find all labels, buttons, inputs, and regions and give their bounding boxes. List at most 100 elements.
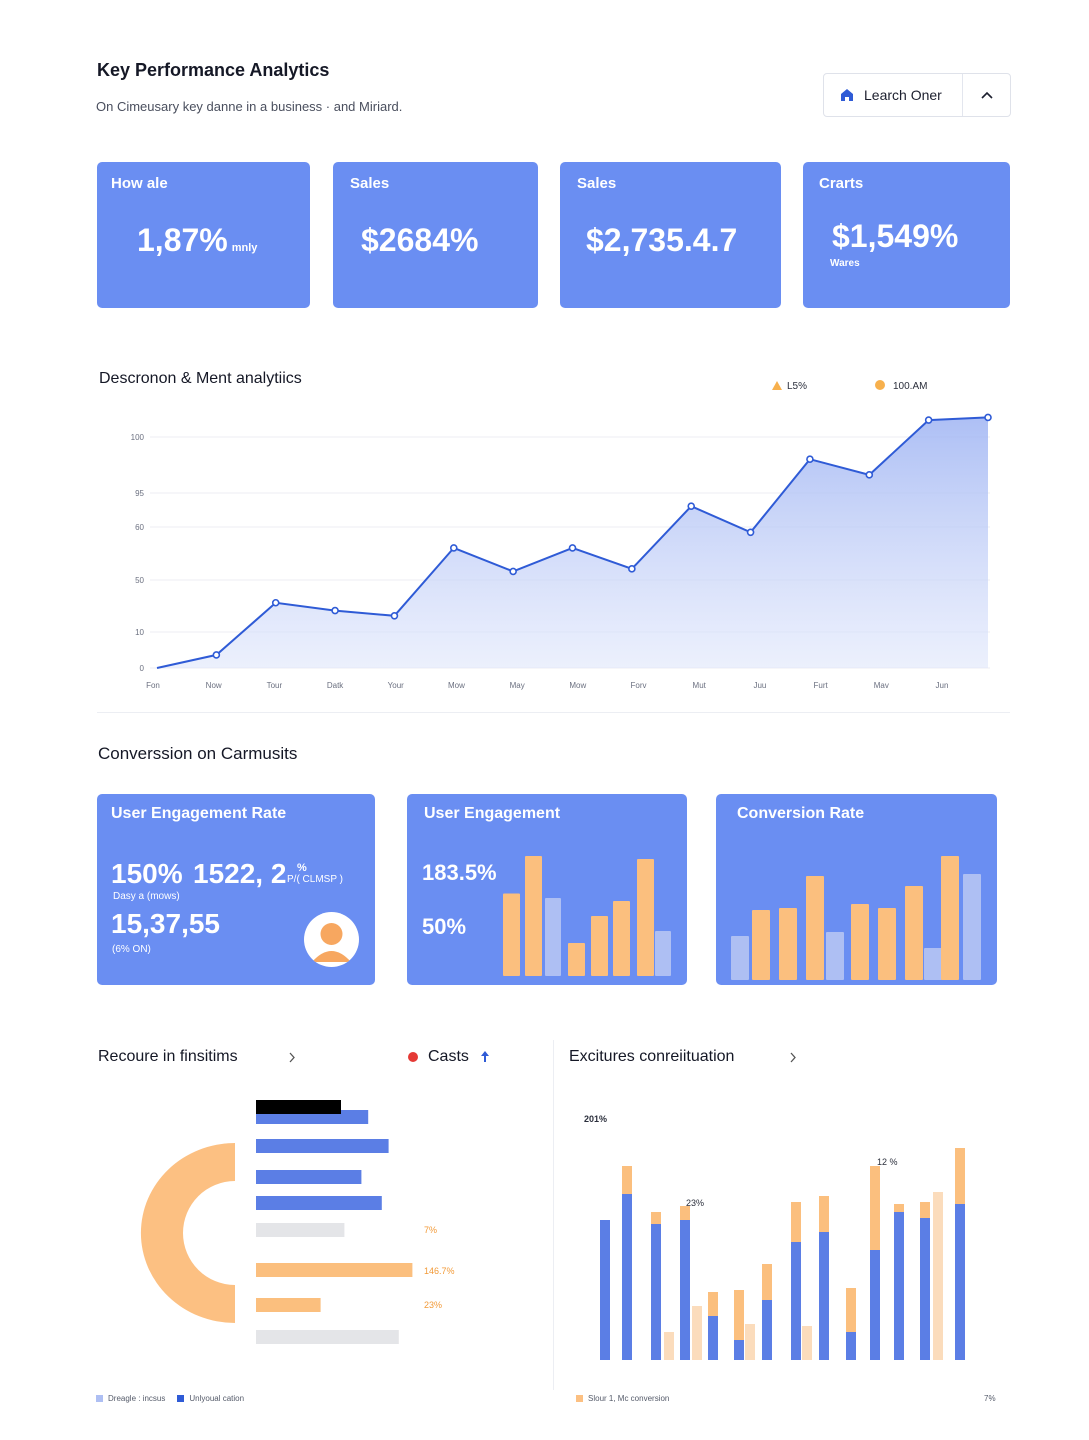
kpi-value: $1,549%	[832, 218, 959, 254]
conversion-bar	[806, 876, 824, 980]
bar-annotation: 201%	[584, 1114, 607, 1124]
excitures-bar-segment	[955, 1148, 965, 1204]
page-title: Key Performance Analytics	[97, 60, 330, 80]
casts-label[interactable]: Casts	[428, 1048, 469, 1065]
x-tick-label: Furt	[813, 681, 828, 690]
excitures-bar	[819, 1232, 829, 1360]
y-tick-label: 60	[135, 523, 144, 532]
excitures-bar	[870, 1250, 880, 1360]
engagement-sub: P/( CLMSP )	[287, 874, 343, 885]
x-tick-label: Tour	[267, 681, 283, 690]
kpi-label: Crarts	[819, 175, 864, 192]
kpi-suffix: mnly	[231, 242, 258, 254]
x-tick-label: Your	[388, 681, 405, 690]
excitures-bar-segment	[762, 1264, 772, 1300]
resource-bar	[256, 1100, 341, 1114]
legend-item: L5%	[787, 381, 807, 392]
engagement-bar	[545, 898, 561, 976]
excitures-bar	[600, 1220, 610, 1360]
section-divider	[97, 712, 1010, 713]
search-button[interactable]: Learch Oner	[824, 74, 963, 116]
kpi-card-sales[interactable]: Sales $2684%	[333, 162, 538, 308]
avatar[interactable]	[304, 912, 359, 967]
conversion-rate-bars	[731, 856, 981, 980]
y-tick-label: 95	[135, 489, 144, 498]
conversion-bar	[905, 886, 923, 980]
resource-title: Recoure in finsitims	[98, 1048, 238, 1065]
x-tick-label: Fon	[146, 681, 160, 690]
resource-bar	[256, 1223, 345, 1237]
kpi-card-how-ale[interactable]: How ale 1,87% mnly	[97, 162, 310, 308]
kpi-value: 1,87%	[137, 222, 228, 258]
chevron-right-icon[interactable]	[288, 1052, 296, 1063]
trend-legend: L5% 100.AM	[772, 380, 927, 392]
conversion-bar	[941, 856, 959, 980]
kpi-card-sales-2[interactable]: Sales $2,735.4.7	[560, 162, 781, 308]
x-tick-label: Datk	[327, 681, 344, 690]
hbar-label: 146.7%	[424, 1266, 455, 1276]
legend-swatch	[576, 1395, 583, 1402]
engagement-bar	[503, 893, 520, 976]
excitures-bar-pale	[933, 1192, 943, 1360]
trend-chart-title: Descronon & Ment analytiics	[99, 370, 302, 387]
excitures-bar-segment	[708, 1292, 718, 1316]
legend-item: 100.AM	[893, 381, 927, 392]
x-tick-label: Mav	[874, 681, 889, 690]
excitures-bar-segment	[734, 1290, 744, 1340]
resource-legend: Dreagle : incsus Unlyoual cation	[96, 1394, 244, 1403]
y-tick-label: 50	[135, 576, 144, 585]
trend-area-fill	[157, 417, 988, 668]
trend-point	[984, 413, 992, 422]
y-tick-label: 100	[131, 433, 145, 442]
bar-annotation: 12 %	[877, 1157, 898, 1167]
excitures-bar-segment	[846, 1288, 856, 1332]
y-tick-label: 10	[135, 628, 144, 637]
donut-segment	[140, 1143, 235, 1323]
engagement-bar	[637, 859, 654, 976]
user-icon	[312, 923, 351, 962]
engagement-bar	[613, 901, 630, 976]
kpi-label: Sales	[577, 175, 617, 192]
conversion-bar	[752, 910, 770, 980]
user-engagement-value-2: 50%	[422, 914, 467, 939]
trend-point	[390, 612, 399, 620]
trend-point	[509, 567, 517, 576]
engagement-caption-1: Dasy a (mows)	[113, 891, 180, 902]
conversion-bar	[963, 874, 981, 980]
conversion-bar	[851, 904, 869, 980]
engagement-value-1: 150%	[111, 858, 183, 889]
kpi-note: Wares	[830, 258, 860, 269]
engagement-value-2: 1522, 2	[193, 858, 287, 889]
engagement-bar	[655, 931, 671, 976]
engagement-bar	[568, 943, 585, 976]
trend-point	[271, 598, 280, 607]
excitures-bar	[955, 1204, 965, 1360]
kpi-label: Sales	[350, 175, 390, 192]
y-tick-label: 0	[140, 664, 145, 673]
chevron-right-icon[interactable]	[789, 1052, 797, 1063]
legend-item: Unlyoual cation	[189, 1394, 245, 1403]
excitures-bar-pale	[664, 1332, 674, 1360]
trend-point	[331, 606, 339, 615]
excitures-bar	[680, 1220, 690, 1360]
kpi-card-crarts[interactable]: Crarts $1,549% Wares	[803, 162, 1010, 308]
conversion-bar	[826, 932, 844, 980]
chevron-up-icon[interactable]	[963, 74, 1010, 116]
search-dropdown[interactable]: Learch Oner	[823, 73, 1011, 117]
excitures-legend: Slour 1, Mc conversion	[576, 1394, 669, 1403]
trend-area-chart: L5% 100.AM 0 10 50 60 95 100 Fon Now Tour Datk Yo…	[131, 380, 992, 690]
resource-bar	[256, 1139, 389, 1153]
conversion-bar	[731, 936, 749, 980]
excitures-bar-segment	[870, 1166, 880, 1250]
x-tick-label: Mut	[693, 681, 707, 690]
trend-point	[806, 455, 814, 463]
x-tick-label: May	[510, 681, 525, 690]
x-tick-label: Jun	[936, 681, 949, 690]
engagement-bar	[525, 856, 542, 976]
kpi-value: $2,735.4.7	[586, 222, 738, 258]
resource-bar	[256, 1196, 382, 1210]
excitures-bar	[651, 1224, 661, 1360]
kpi-label: How ale	[111, 175, 168, 192]
donut-chart	[140, 1143, 235, 1323]
excitures-stacked-bar-chart: 201% 23% 12 %	[584, 1114, 965, 1360]
